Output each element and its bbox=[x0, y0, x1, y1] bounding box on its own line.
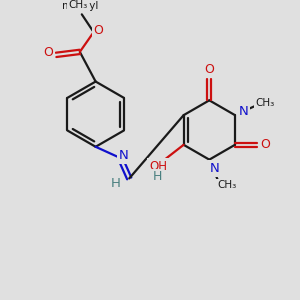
Text: N: N bbox=[118, 149, 128, 162]
Text: H: H bbox=[110, 177, 120, 190]
Text: methyl: methyl bbox=[61, 2, 98, 11]
Text: CH₃: CH₃ bbox=[68, 0, 88, 11]
Text: O: O bbox=[43, 46, 53, 59]
Text: O: O bbox=[94, 24, 103, 37]
Text: H: H bbox=[153, 170, 163, 183]
Text: N: N bbox=[209, 162, 219, 175]
Text: O: O bbox=[204, 63, 214, 76]
Text: N: N bbox=[239, 105, 249, 118]
Text: O: O bbox=[261, 138, 271, 151]
Text: CH₃: CH₃ bbox=[218, 180, 237, 190]
Text: OH: OH bbox=[149, 160, 167, 173]
Text: CH₃: CH₃ bbox=[255, 98, 274, 108]
